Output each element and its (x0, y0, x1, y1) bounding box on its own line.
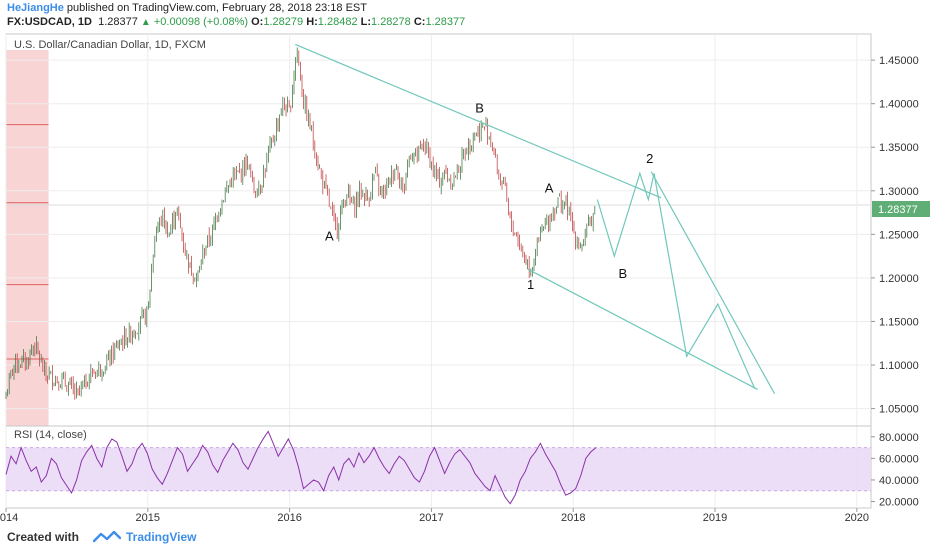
symbol-label: FX:USDCAD, 1D (7, 16, 92, 28)
trendline-0[interactable] (295, 43, 662, 199)
price-change: +0.00098 (+0.08%) (153, 16, 249, 28)
price-tick-label-0: 1.45000 (879, 55, 919, 67)
ohlc-line: FX:USDCAD, 1D 1.28377 ▲ +0.00098 (+0.08%… (7, 16, 465, 28)
chart-header: HeJiangHe published on TradingView.com, … (0, 0, 932, 30)
grid-layer (5, 34, 871, 508)
tradingview-brand-link[interactable]: TradingView (126, 530, 197, 544)
wave-label-layer: A B 1 A B 2 (325, 100, 653, 292)
open-label: O: (251, 16, 264, 28)
tradingview-logo-icon (93, 530, 121, 543)
rsi-band-layer (6, 447, 871, 492)
rsi-line (5, 430, 597, 505)
author-link[interactable]: HeJiangHe (7, 2, 64, 14)
price-tick-label-5: 1.20000 (879, 273, 919, 285)
time-tick-label-4: 2018 (561, 512, 585, 524)
candle-layer (5, 47, 596, 400)
time-tick-label-2: 2016 (277, 512, 301, 524)
rsi-band (6, 447, 871, 491)
publish-line: HeJiangHe published on TradingView.com, … (7, 2, 367, 14)
open-value: 1.28279 (263, 16, 304, 28)
last-price-tag (872, 201, 930, 217)
chart-frame (5, 33, 872, 509)
price-tick-label-8: 1.05000 (879, 404, 919, 416)
price-tick-label-4: 1.25000 (879, 229, 919, 241)
wave-label-0: A (325, 228, 334, 243)
close-label: C: (413, 16, 426, 28)
high-value: 1.28482 (317, 16, 358, 28)
time-tick-label-5: 2019 (703, 512, 727, 524)
rsi-line-layer (5, 430, 597, 505)
highlight-region (6, 50, 49, 426)
price-tick-label-6: 1.15000 (879, 316, 919, 328)
rsi-tick-label-3: 20.0000 (879, 497, 919, 509)
wave-label-1: B (475, 100, 484, 115)
time-tick-label-1: 2015 (136, 512, 160, 524)
wave-label-5: 2 (646, 151, 653, 166)
last-price-tag-label: 1.28377 (878, 204, 918, 216)
trendline-layer[interactable] (295, 43, 776, 395)
high-label: H: (306, 16, 318, 28)
chart-title: U.S. Dollar/Canadian Dollar, 1D, FXCM (14, 39, 206, 51)
wave-label-2: 1 (527, 277, 534, 292)
low-value: 1.28278 (371, 16, 411, 28)
price-tick-label-2: 1.35000 (879, 142, 919, 154)
price-tick-label-1: 1.40000 (879, 99, 919, 111)
time-tick-label-6: 2020 (845, 512, 869, 524)
rsi-tick-label-1: 60.0000 (879, 453, 919, 465)
wave-label-3: A (545, 181, 554, 196)
rsi-tick-label-2: 40.0000 (879, 475, 919, 487)
price-tick-label-7: 1.10000 (879, 360, 919, 372)
axis-layer: 1.45000 1.40000 1.35000 1.30000 1.25000 1.200… (0, 55, 919, 524)
last-price: 1.28377 (98, 16, 138, 28)
price-chart[interactable]: A B 1 A B 2 1.45000 1.40000 1.35000 1.30000 1.250… (0, 30, 932, 524)
created-with-text: Created with (7, 530, 80, 544)
time-tick-label-0: 2014 (0, 512, 18, 524)
trendline-1[interactable] (527, 268, 758, 390)
footer: Created with TradingView (0, 524, 932, 550)
wave-label-4: B (619, 266, 628, 281)
time-tick-label-3: 2017 (419, 512, 443, 524)
projection-path[interactable] (596, 171, 756, 389)
up-arrow-icon: ▲ (140, 17, 151, 28)
close-value: 1.28377 (425, 16, 466, 28)
published-text: published on TradingView.com, February 2… (66, 2, 367, 14)
trendline-2[interactable] (650, 171, 776, 395)
rsi-title: RSI (14, close) (14, 429, 87, 441)
rsi-tick-label-0: 80.0000 (879, 432, 919, 444)
low-label: L: (360, 16, 372, 28)
price-tick-label-3: 1.30000 (879, 186, 919, 198)
